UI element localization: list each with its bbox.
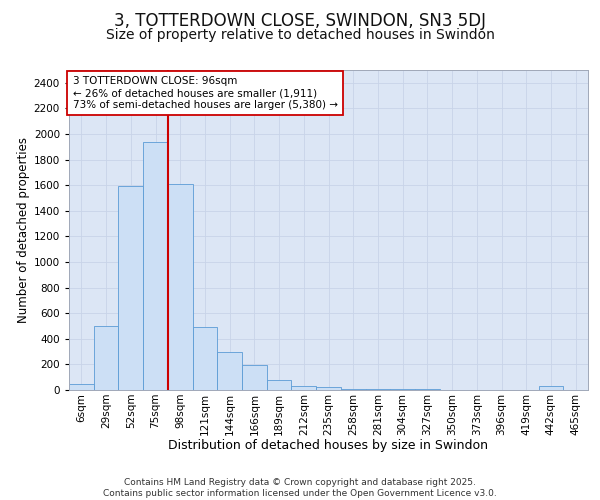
Text: Size of property relative to detached houses in Swindon: Size of property relative to detached ho… bbox=[106, 28, 494, 42]
Bar bbox=[242, 365, 267, 390]
Text: 3, TOTTERDOWN CLOSE, SWINDON, SN3 5DJ: 3, TOTTERDOWN CLOSE, SWINDON, SN3 5DJ bbox=[114, 12, 486, 30]
Bar bbox=[217, 352, 242, 390]
Bar bbox=[316, 388, 341, 390]
Bar bbox=[94, 326, 118, 390]
Bar bbox=[292, 386, 316, 390]
Bar bbox=[365, 388, 390, 390]
Y-axis label: Number of detached properties: Number of detached properties bbox=[17, 137, 29, 323]
Bar bbox=[168, 184, 193, 390]
Bar bbox=[267, 380, 292, 390]
X-axis label: Distribution of detached houses by size in Swindon: Distribution of detached houses by size … bbox=[169, 439, 488, 452]
Bar bbox=[193, 328, 217, 390]
Text: 3 TOTTERDOWN CLOSE: 96sqm
← 26% of detached houses are smaller (1,911)
73% of se: 3 TOTTERDOWN CLOSE: 96sqm ← 26% of detac… bbox=[73, 76, 338, 110]
Text: Contains HM Land Registry data © Crown copyright and database right 2025.
Contai: Contains HM Land Registry data © Crown c… bbox=[103, 478, 497, 498]
Bar bbox=[118, 186, 143, 390]
Bar bbox=[69, 384, 94, 390]
Bar bbox=[539, 386, 563, 390]
Bar bbox=[143, 142, 168, 390]
Bar bbox=[341, 388, 365, 390]
